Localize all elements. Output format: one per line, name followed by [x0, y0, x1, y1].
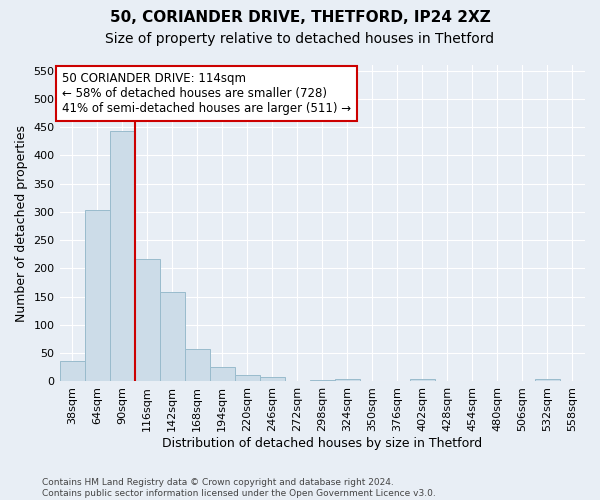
Text: 50 CORIANDER DRIVE: 114sqm
← 58% of detached houses are smaller (728)
41% of sem: 50 CORIANDER DRIVE: 114sqm ← 58% of deta… [62, 72, 351, 115]
Bar [85, 210, 110, 382]
Bar [110, 131, 134, 382]
Text: Contains HM Land Registry data © Crown copyright and database right 2024.
Contai: Contains HM Land Registry data © Crown c… [42, 478, 436, 498]
Text: Size of property relative to detached houses in Thetford: Size of property relative to detached ho… [106, 32, 494, 46]
X-axis label: Distribution of detached houses by size in Thetford: Distribution of detached houses by size … [162, 437, 482, 450]
Bar [160, 292, 185, 382]
Bar [209, 368, 235, 382]
Bar [310, 380, 335, 382]
Y-axis label: Number of detached properties: Number of detached properties [15, 124, 28, 322]
Bar [59, 360, 85, 382]
Text: 50, CORIANDER DRIVE, THETFORD, IP24 2XZ: 50, CORIANDER DRIVE, THETFORD, IP24 2XZ [110, 10, 490, 25]
Bar [335, 378, 360, 382]
Bar [410, 378, 435, 382]
Bar [260, 377, 285, 382]
Bar [535, 378, 560, 382]
Bar [235, 374, 260, 382]
Bar [134, 260, 160, 382]
Bar [185, 349, 209, 382]
